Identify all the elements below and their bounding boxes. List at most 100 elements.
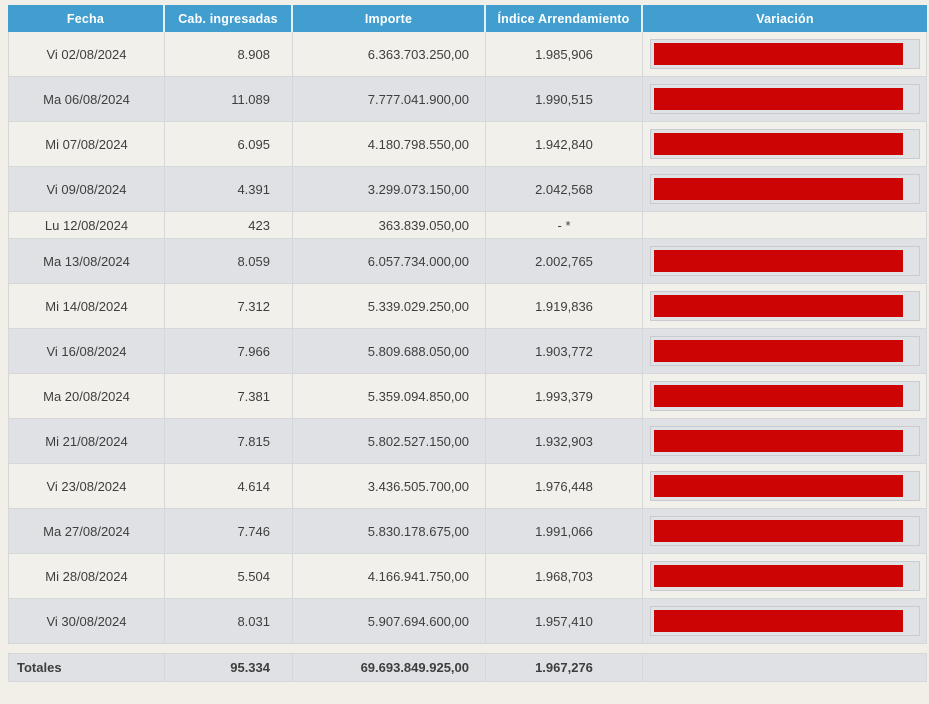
variacion-bar — [650, 426, 920, 456]
variacion-bar-fill — [654, 43, 903, 65]
indice-cell: 2.002,765 — [485, 239, 642, 283]
variacion-cell — [642, 77, 926, 121]
cab-cell: 7.746 — [164, 509, 292, 553]
importe-cell: 363.839.050,00 — [292, 212, 485, 238]
variacion-cell — [642, 374, 926, 418]
variacion-cell — [642, 239, 926, 283]
variacion-bar — [650, 561, 920, 591]
variacion-bar — [650, 381, 920, 411]
data-table: Fecha Cab. ingresadas Importe Índice Arr… — [8, 5, 927, 682]
cab-cell: 4.614 — [164, 464, 292, 508]
variacion-cell — [642, 167, 926, 211]
cab-cell: 7.815 — [164, 419, 292, 463]
indice-cell: 1.991,066 — [485, 509, 642, 553]
column-header-variacion: Variación — [641, 5, 927, 32]
importe-cell: 5.359.094.850,00 — [292, 374, 485, 418]
variacion-bar-fill — [654, 520, 903, 542]
variacion-bar — [650, 246, 920, 276]
importe-cell: 4.180.798.550,00 — [292, 122, 485, 166]
importe-cell: 3.299.073.150,00 — [292, 167, 485, 211]
indice-cell: 1.976,448 — [485, 464, 642, 508]
column-header-indice-arrendamiento: Índice Arrendamiento — [484, 5, 641, 32]
fecha-cell: Vi 02/08/2024 — [46, 46, 127, 62]
table-row: Vi 09/08/2024 4.391 3.299.073.150,00 2.0… — [9, 167, 926, 212]
totals-cab-value: 95.334 — [164, 654, 292, 681]
variacion-cell — [642, 284, 926, 328]
variacion-bar-fill — [654, 178, 903, 200]
cab-cell: 423 — [164, 212, 292, 238]
importe-cell: 5.809.688.050,00 — [292, 329, 485, 373]
variacion-bar — [650, 291, 920, 321]
cab-cell: 8.031 — [164, 599, 292, 643]
variacion-bar-fill — [654, 565, 903, 587]
fecha-cell: Vi 23/08/2024 — [46, 478, 127, 494]
indice-cell: 1.957,410 — [485, 599, 642, 643]
indice-cell: 1.932,903 — [485, 419, 642, 463]
variacion-cell — [642, 122, 926, 166]
cab-cell: 7.966 — [164, 329, 292, 373]
variacion-bar — [650, 129, 920, 159]
variacion-cell — [642, 419, 926, 463]
variacion-bar-fill — [654, 295, 903, 317]
indice-cell: 1.993,379 — [485, 374, 642, 418]
fecha-cell: Vi 16/08/2024 — [46, 343, 127, 359]
variacion-bar-fill — [654, 610, 903, 632]
totals-row: Totales 95.334 69.693.849.925,00 1.967,2… — [8, 653, 927, 682]
variacion-bar — [650, 471, 920, 501]
variacion-bar — [650, 606, 920, 636]
column-header-cab-ingresadas: Cab. ingresadas — [163, 5, 291, 32]
variacion-bar-fill — [654, 250, 903, 272]
cab-cell: 5.504 — [164, 554, 292, 598]
fecha-cell: Vi 09/08/2024 — [46, 181, 127, 197]
table-row: Mi 14/08/2024 7.312 5.339.029.250,00 1.9… — [9, 284, 926, 329]
importe-cell: 7.777.041.900,00 — [292, 77, 485, 121]
totals-label: Totales — [17, 660, 62, 675]
variacion-bar-fill — [654, 133, 903, 155]
fecha-cell: Ma 13/08/2024 — [43, 253, 130, 269]
fecha-cell: Mi 07/08/2024 — [45, 136, 128, 152]
table-row: Ma 20/08/2024 7.381 5.359.094.850,00 1.9… — [9, 374, 926, 419]
table-row: Ma 27/08/2024 7.746 5.830.178.675,00 1.9… — [9, 509, 926, 554]
variacion-cell — [642, 212, 926, 238]
importe-cell: 6.363.703.250,00 — [292, 32, 485, 76]
fecha-cell: Lu 12/08/2024 — [44, 217, 129, 233]
table-row: Vi 02/08/2024 8.908 6.363.703.250,00 1.9… — [9, 32, 926, 77]
importe-cell: 5.339.029.250,00 — [292, 284, 485, 328]
variacion-bar — [650, 516, 920, 546]
indice-cell: 1.985,906 — [485, 32, 642, 76]
table-header: Fecha Cab. ingresadas Importe Índice Arr… — [8, 5, 927, 32]
fecha-cell: Mi 28/08/2024 — [45, 568, 128, 584]
column-header-importe: Importe — [291, 5, 484, 32]
variacion-bar-fill — [654, 88, 903, 110]
totals-importe-value: 69.693.849.925,00 — [292, 654, 485, 681]
table-row: Lu 12/08/2024 423 363.839.050,00 - * — [9, 212, 926, 239]
importe-cell: 5.802.527.150,00 — [292, 419, 485, 463]
variacion-bar-fill — [654, 475, 903, 497]
variacion-bar — [650, 39, 920, 69]
variacion-bar — [650, 336, 920, 366]
importe-cell: 5.907.694.600,00 — [292, 599, 485, 643]
table-row: Vi 30/08/2024 8.031 5.907.694.600,00 1.9… — [9, 599, 926, 644]
fecha-cell: Vi 30/08/2024 — [46, 613, 127, 629]
cab-cell: 6.095 — [164, 122, 292, 166]
table-row: Ma 13/08/2024 8.059 6.057.734.000,00 2.0… — [9, 239, 926, 284]
variacion-bar-fill — [654, 430, 903, 452]
importe-cell: 4.166.941.750,00 — [292, 554, 485, 598]
fecha-cell: Ma 27/08/2024 — [43, 523, 130, 539]
importe-cell: 5.830.178.675,00 — [292, 509, 485, 553]
variacion-cell — [642, 554, 926, 598]
variacion-bar — [650, 84, 920, 114]
variacion-cell — [642, 32, 926, 76]
variacion-bar-fill — [654, 340, 903, 362]
table-row: Mi 21/08/2024 7.815 5.802.527.150,00 1.9… — [9, 419, 926, 464]
table-row: Ma 06/08/2024 11.089 7.777.041.900,00 1.… — [9, 77, 926, 122]
column-header-fecha: Fecha — [66, 11, 105, 26]
indice-cell: 2.042,568 — [485, 167, 642, 211]
indice-cell: 1.942,840 — [485, 122, 642, 166]
importe-cell: 3.436.505.700,00 — [292, 464, 485, 508]
cab-cell: 7.381 — [164, 374, 292, 418]
totals-separator — [8, 644, 927, 653]
table-body: Vi 02/08/2024 8.908 6.363.703.250,00 1.9… — [8, 32, 927, 644]
variacion-cell — [642, 599, 926, 643]
fecha-cell: Ma 20/08/2024 — [43, 388, 130, 404]
